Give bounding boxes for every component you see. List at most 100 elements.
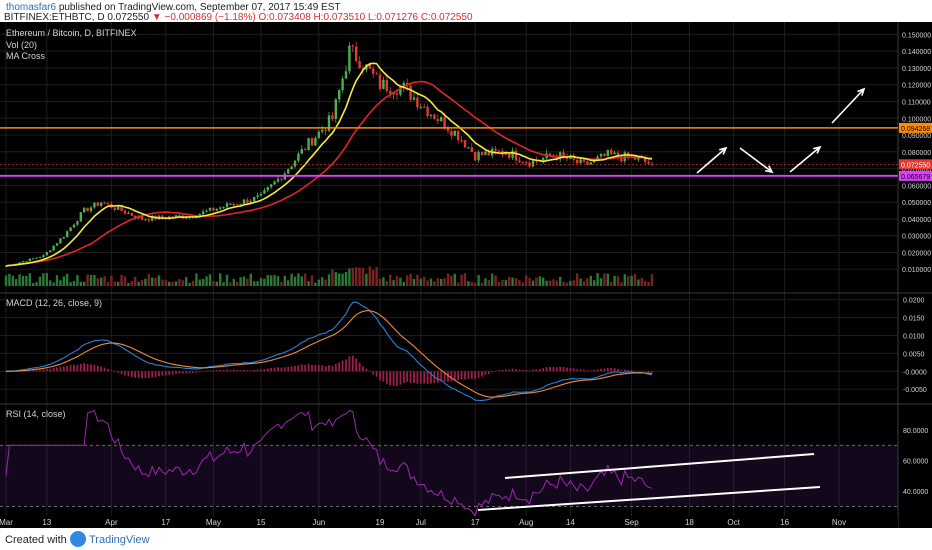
macd-hist-bar — [260, 369, 262, 372]
macd-hist-bar — [447, 371, 449, 382]
volume-bar — [525, 275, 528, 286]
tradingview-logo-icon — [70, 531, 86, 547]
volume-bar — [185, 277, 188, 286]
macd-hist-bar — [555, 367, 558, 372]
macd-hist-bar — [348, 356, 351, 372]
volume-bar — [314, 282, 317, 286]
candle-body — [256, 195, 259, 197]
candle-body — [171, 216, 174, 218]
macd-hist-bar — [521, 369, 524, 372]
volume-bar — [32, 282, 35, 286]
candle-body — [419, 106, 422, 108]
time-tick-label: 16 — [780, 518, 789, 527]
macd-hist-bar — [467, 371, 470, 380]
macd-hist-bar — [120, 371, 123, 375]
candle-body — [4, 265, 8, 267]
rsi-channel-lines[interactable] — [477, 453, 821, 511]
volume-bar — [171, 281, 174, 286]
macd-hist-bar — [562, 366, 565, 372]
volume-bar — [42, 273, 45, 286]
candle-body — [355, 46, 358, 62]
macd-hist-bar — [161, 371, 164, 376]
macd-hist-bar — [416, 371, 419, 384]
volume-bar — [535, 277, 538, 286]
volume-bar — [297, 273, 300, 286]
macd-hist-bar — [501, 369, 504, 372]
candle-body — [69, 227, 72, 232]
last-price-tag — [899, 159, 932, 170]
volume-bar — [317, 279, 320, 286]
volume-bar — [181, 280, 184, 286]
volume-bar — [202, 278, 205, 286]
volume-bar — [334, 272, 337, 286]
volume-bar — [96, 278, 99, 286]
candle-body — [83, 207, 86, 213]
volume-bar — [21, 275, 25, 286]
ma-fast-line — [5, 62, 653, 267]
time-axis: Mar 13 Apr 17 May 15 Jun 19 Jul 17 Aug 14 Sep 18 Oct 16… — [0, 518, 846, 527]
volume-bar — [545, 280, 548, 286]
candle-body — [559, 152, 562, 160]
candle-body — [127, 213, 130, 215]
macd-hist-bar — [542, 368, 545, 372]
volume-bar — [307, 281, 310, 286]
macd-hist-bar — [273, 367, 276, 372]
candle-body — [174, 215, 178, 218]
macd-axis-ticks: 0.0200 0.0150 0.0100 0.0050 -0.0000 -0.0050 — [903, 298, 927, 395]
macd-hist-bar — [637, 370, 640, 372]
candle-body — [327, 115, 331, 131]
candle-body — [514, 150, 518, 161]
volume-bar — [287, 280, 290, 286]
volume-bar — [572, 280, 575, 286]
macd-hist-bar — [640, 371, 643, 372]
candle-body — [62, 237, 65, 239]
candle-body — [453, 130, 456, 136]
macd-hist-bar — [338, 362, 341, 372]
macd-hist-bar — [600, 368, 602, 372]
macd-hist-bar — [73, 364, 75, 372]
volume-bar — [79, 281, 82, 286]
volume-bar — [276, 276, 280, 286]
macd-hist-bar — [321, 365, 324, 372]
volume-bar — [508, 276, 511, 286]
candle-body — [263, 190, 266, 194]
volume-bar — [270, 275, 273, 286]
candle-body — [208, 207, 212, 211]
volume-bar — [542, 277, 545, 286]
candle-body — [161, 215, 164, 218]
time-tick-label: Nov — [832, 518, 846, 527]
volume-bar — [300, 276, 303, 286]
candle-body — [474, 152, 477, 161]
macd-hist-bar — [236, 370, 239, 372]
volume-bar — [151, 277, 154, 286]
volume-bar — [477, 275, 480, 286]
macd-hist-bar — [487, 371, 490, 375]
resistance-tag — [899, 122, 932, 133]
volume-bar — [69, 282, 72, 286]
macd-hist-bar — [549, 366, 551, 372]
candle-body — [134, 215, 137, 219]
candle-body — [589, 162, 592, 165]
candle-body — [606, 150, 609, 157]
volume-bar — [596, 273, 599, 286]
volume-bar — [385, 281, 388, 286]
volume-bar — [259, 277, 263, 286]
chart-canvas[interactable]: 0.150000 0.140000 0.130000 0.120000 0.110000… — [0, 22, 932, 528]
volume-bar — [4, 275, 8, 286]
candle-body — [100, 202, 103, 206]
candle-body — [531, 160, 535, 167]
volume-bar — [140, 279, 144, 286]
price-tick-label: 0.010000 — [902, 267, 931, 274]
vol-legend: Vol (20) — [6, 40, 37, 50]
macd-hist-bar — [399, 371, 402, 385]
candle-body — [586, 161, 589, 165]
volume-bar — [491, 273, 494, 286]
projection-arrows[interactable] — [696, 87, 866, 174]
volume-bar — [232, 278, 235, 286]
volume-bar — [497, 282, 501, 286]
author-link[interactable]: thomasfar6 — [6, 2, 57, 13]
candle-body — [412, 97, 416, 100]
tradingview-link[interactable]: TradingView — [89, 534, 150, 546]
volume-bar — [229, 282, 232, 286]
candle-body — [300, 149, 303, 154]
